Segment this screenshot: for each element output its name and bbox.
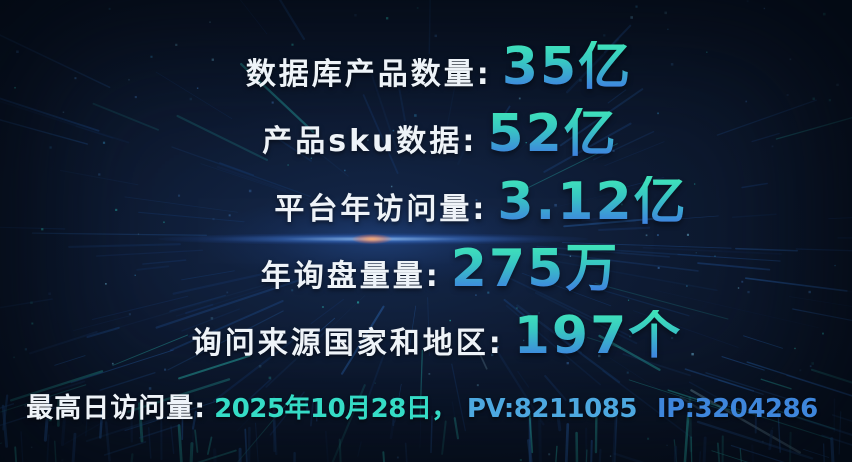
peak-daily-visits-label: 最高日访问量: [26,393,207,424]
stat-row-peak-daily-visits: 最高日访问量: 2025年10月28日， PV:8211085 IP:32042… [26,386,818,425]
stat-value-annual-inquiries: 275万 [450,239,620,299]
lens-flare-core [352,234,392,244]
peak-daily-ip: IP:3204286 [657,394,818,424]
stat-row-database-products: 数据库产品数量: 35亿 [246,41,632,93]
stat-value-inquiry-countries: 197个 [513,306,683,366]
pv-label: PV: [466,394,514,424]
ip-value: 3204286 [694,394,819,424]
stat-row-annual-visits: 平台年访问量: 3.12亿 [274,176,687,228]
stat-label-annual-inquiries: 年询盘量量: [260,259,441,294]
pv-value: 8211085 [513,394,638,424]
stat-label-annual-visits: 平台年访问量: [274,192,488,227]
ip-label: IP: [656,394,695,424]
stat-label-inquiry-countries: 询问来源国家和地区: [191,326,504,361]
stat-value-annual-visits: 3.12亿 [497,172,688,232]
stat-row-annual-inquiries: 年询盘量量: 275万 [261,243,620,295]
stat-value-product-sku: 52亿 [487,104,618,164]
peak-daily-pv: PV:8211085 [466,394,638,424]
stat-row-product-sku: 产品sku数据: 52亿 [262,108,618,160]
stat-value-database-products: 35亿 [501,37,633,97]
peak-daily-visits-date: 2025年10月28日， [214,394,457,424]
stat-row-inquiry-countries: 询问来源国家和地区: 197个 [192,310,683,362]
stat-label-database-products: 数据库产品数量: [245,57,492,92]
stat-label-product-sku: 产品sku数据: [262,124,478,159]
